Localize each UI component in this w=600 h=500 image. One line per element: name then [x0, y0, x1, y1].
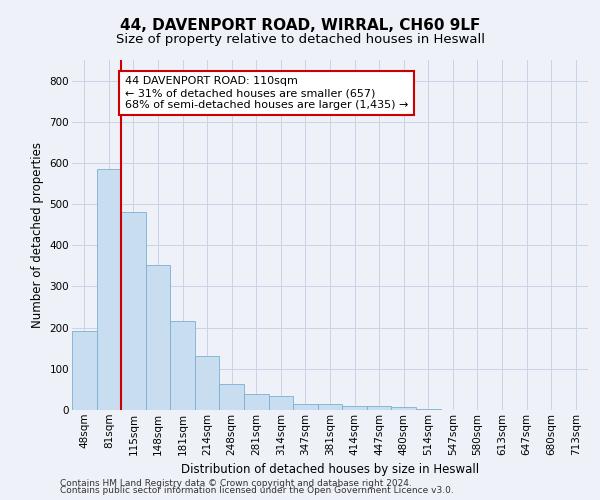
Bar	[416, 409, 440, 410]
Text: Size of property relative to detached houses in Heswall: Size of property relative to detached ho…	[115, 32, 485, 46]
Text: 44 DAVENPORT ROAD: 110sqm
← 31% of detached houses are smaller (657)
68% of semi: 44 DAVENPORT ROAD: 110sqm ← 31% of detac…	[125, 76, 408, 110]
Bar	[367, 406, 391, 410]
Bar	[269, 396, 293, 410]
Bar	[170, 322, 195, 410]
Bar	[146, 265, 170, 410]
Bar	[342, 406, 367, 410]
Bar	[121, 212, 146, 410]
Bar	[391, 407, 416, 410]
Bar	[318, 404, 342, 410]
Y-axis label: Number of detached properties: Number of detached properties	[31, 142, 44, 328]
Text: 44, DAVENPORT ROAD, WIRRAL, CH60 9LF: 44, DAVENPORT ROAD, WIRRAL, CH60 9LF	[120, 18, 480, 32]
Bar	[195, 356, 220, 410]
Bar	[97, 169, 121, 410]
Bar	[244, 394, 269, 410]
Bar	[220, 384, 244, 410]
Bar	[72, 331, 97, 410]
Bar	[293, 404, 318, 410]
Text: Contains public sector information licensed under the Open Government Licence v3: Contains public sector information licen…	[60, 486, 454, 495]
Text: Contains HM Land Registry data © Crown copyright and database right 2024.: Contains HM Land Registry data © Crown c…	[60, 478, 412, 488]
X-axis label: Distribution of detached houses by size in Heswall: Distribution of detached houses by size …	[181, 463, 479, 476]
